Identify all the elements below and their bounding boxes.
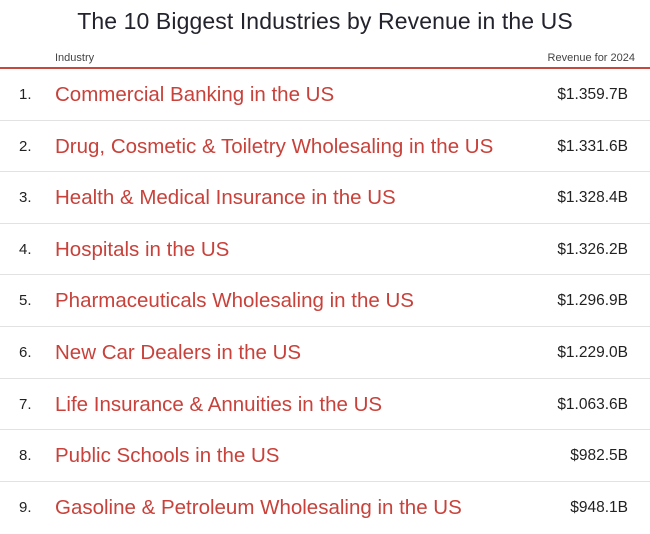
- industry-link[interactable]: Public Schools in the US: [55, 444, 280, 468]
- column-header-revenue: Revenue for 2024: [547, 52, 635, 64]
- row-rank: 1.: [19, 86, 32, 103]
- industry-link[interactable]: Health & Medical Insurance in the US: [55, 186, 396, 210]
- row-rank: 8.: [19, 447, 32, 465]
- industry-link[interactable]: Life Insurance & Annuities in the US: [55, 392, 383, 416]
- industry-link[interactable]: Hospitals in the US: [55, 237, 230, 261]
- revenue-value: $948.1B: [570, 498, 628, 516]
- table-row: 1. Commercial Banking in the US $1.359.7…: [0, 69, 650, 121]
- revenue-value: $1.326.2B: [557, 240, 628, 258]
- revenue-value: $1.359.7B: [557, 86, 628, 103]
- revenue-value: $1.328.4B: [557, 189, 628, 207]
- revenue-value: $982.5B: [570, 447, 628, 465]
- industry-link[interactable]: Drug, Cosmetic & Toiletry Wholesaling in…: [55, 134, 494, 158]
- page-title: The 10 Biggest Industries by Revenue in …: [77, 8, 573, 34]
- table-row: 6. New Car Dealers in the US $1.229.0B: [0, 327, 650, 379]
- table-row: 5. Pharmaceuticals Wholesaling in the US…: [0, 275, 650, 327]
- industry-table: 1. Commercial Banking in the US $1.359.7…: [0, 69, 650, 533]
- row-rank: 9.: [19, 498, 32, 516]
- revenue-value: $1.331.6B: [557, 137, 628, 155]
- revenue-value: $1.296.9B: [557, 292, 628, 310]
- table-row: 2. Drug, Cosmetic & Toiletry Wholesaling…: [0, 121, 650, 173]
- row-rank: 7.: [19, 395, 32, 413]
- industry-link[interactable]: Commercial Banking in the US: [55, 83, 335, 106]
- row-rank: 4.: [19, 240, 32, 258]
- column-header-industry: Industry: [55, 52, 95, 64]
- industry-link[interactable]: New Car Dealers in the US: [55, 340, 302, 364]
- industry-link[interactable]: Gasoline & Petroleum Wholesaling in the …: [55, 495, 462, 519]
- table-row: 4. Hospitals in the US $1.326.2B: [0, 224, 650, 276]
- table-row: 7. Life Insurance & Annuities in the US …: [0, 379, 650, 431]
- row-rank: 6.: [19, 343, 32, 361]
- header-divider: [0, 67, 650, 69]
- row-rank: 2.: [19, 137, 32, 155]
- table-row: 9. Gasoline & Petroleum Wholesaling in t…: [0, 482, 650, 534]
- row-rank: 5.: [19, 292, 32, 310]
- revenue-value: $1.229.0B: [557, 343, 628, 361]
- revenue-value: $1.063.6B: [557, 395, 628, 413]
- industry-link[interactable]: Pharmaceuticals Wholesaling in the US: [55, 289, 414, 313]
- table-row: 8. Public Schools in the US $982.5B: [0, 430, 650, 482]
- row-rank: 3.: [19, 189, 32, 207]
- table-row: 3. Health & Medical Insurance in the US …: [0, 172, 650, 224]
